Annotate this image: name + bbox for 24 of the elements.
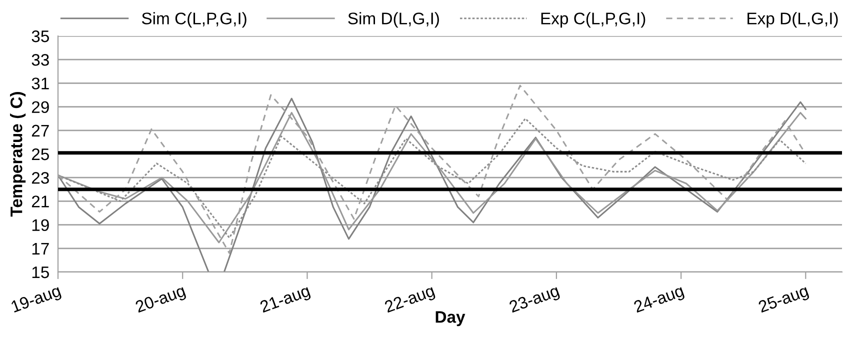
x-tick-label: 22-aug: [384, 284, 436, 316]
y-tick-label: 17: [32, 242, 49, 254]
y-tick-label: 29: [32, 101, 49, 114]
x-tick-label: 20-aug: [134, 284, 187, 316]
x-tick-label: 23-aug: [508, 284, 561, 316]
x-tick-label: 24-aug: [633, 284, 686, 316]
legend-label: Sim C(L,P,G,I): [142, 12, 246, 28]
legend-label: Sim D(L,G,I): [348, 12, 439, 28]
legend-label: Exp D(L,G,I): [748, 12, 838, 28]
y-tick-label: 23: [32, 172, 49, 184]
legend-label: Exp C(L,P,G,I): [541, 12, 646, 28]
y-tick-label: 35: [32, 30, 49, 42]
x-tick-label: 21-aug: [259, 284, 312, 316]
y-axis-title: Temperatue ( C): [10, 92, 26, 217]
x-axis-title: Day: [436, 311, 466, 326]
y-tick-label: 27: [32, 124, 49, 136]
y-tick-label: 33: [32, 54, 49, 66]
y-tick-label: 31: [32, 78, 49, 90]
y-tick-label: 21: [32, 196, 49, 208]
x-tick-label: 19-aug: [10, 284, 62, 316]
y-tick-label: 25: [32, 148, 49, 160]
x-tick-label: 25-aug: [758, 284, 810, 316]
y-tick-label: 15: [32, 266, 49, 278]
y-tick-label: 19: [32, 219, 49, 232]
